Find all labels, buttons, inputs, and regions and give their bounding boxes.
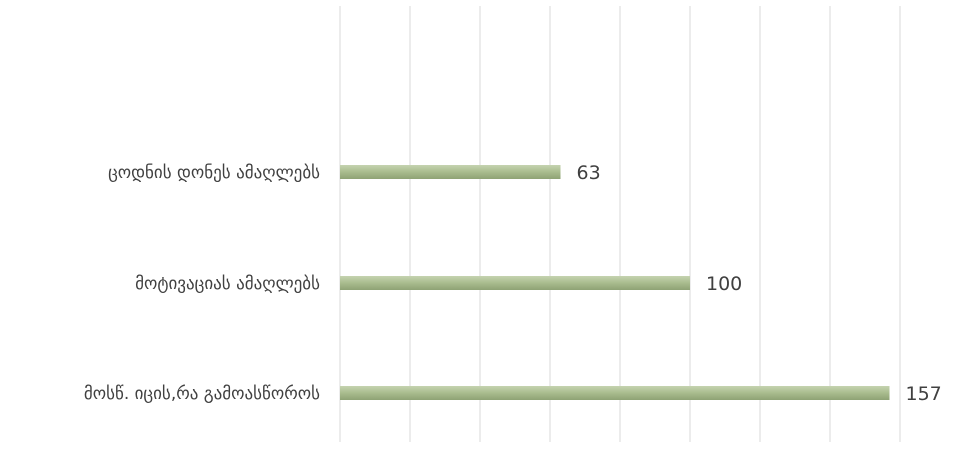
category-label: მოსწ. იცის,რა გამოასწოროს <box>84 384 320 404</box>
bar <box>340 386 890 400</box>
data-label: 63 <box>577 162 601 184</box>
category-label: ცოდნის დონეს ამაღლებს <box>108 163 320 183</box>
labels: ცოდნის დონეს ამაღლებს 63 მოტივაციას ამაღლე… <box>84 162 942 405</box>
gridlines <box>339 6 901 442</box>
data-label: 100 <box>706 273 742 295</box>
data-label: 157 <box>906 383 942 405</box>
bar <box>340 165 561 179</box>
category-label: მოტივაციას ამაღლებს <box>135 274 320 294</box>
bars <box>340 165 890 400</box>
bar <box>340 276 690 290</box>
